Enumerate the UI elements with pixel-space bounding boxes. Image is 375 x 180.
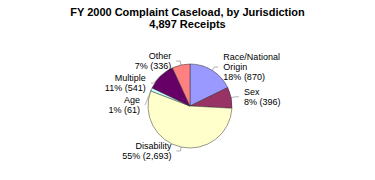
svg-text:8% (396): 8% (396) (244, 97, 281, 107)
svg-text:Sex: Sex (244, 87, 260, 97)
svg-text:4,897 Receipts: 4,897 Receipts (149, 18, 225, 30)
svg-text:Multiple: Multiple (115, 73, 146, 83)
svg-text:Age: Age (124, 95, 140, 105)
svg-text:Origin: Origin (223, 62, 247, 72)
svg-text:1% (61): 1% (61) (108, 105, 140, 115)
svg-text:Race/National: Race/National (223, 52, 282, 62)
svg-text:7% (336): 7% (336) (135, 61, 172, 71)
svg-text:Disability: Disability (135, 141, 172, 151)
svg-text:55% (2,693): 55% (2,693) (122, 151, 171, 161)
svg-text:18% (870): 18% (870) (223, 72, 265, 82)
svg-text:Other: Other (149, 51, 172, 61)
svg-text:FY 2000 Complaint Caseload, by: FY 2000 Complaint Caseload, by Jurisdict… (70, 6, 305, 18)
svg-text:11% (541): 11% (541) (105, 83, 146, 93)
